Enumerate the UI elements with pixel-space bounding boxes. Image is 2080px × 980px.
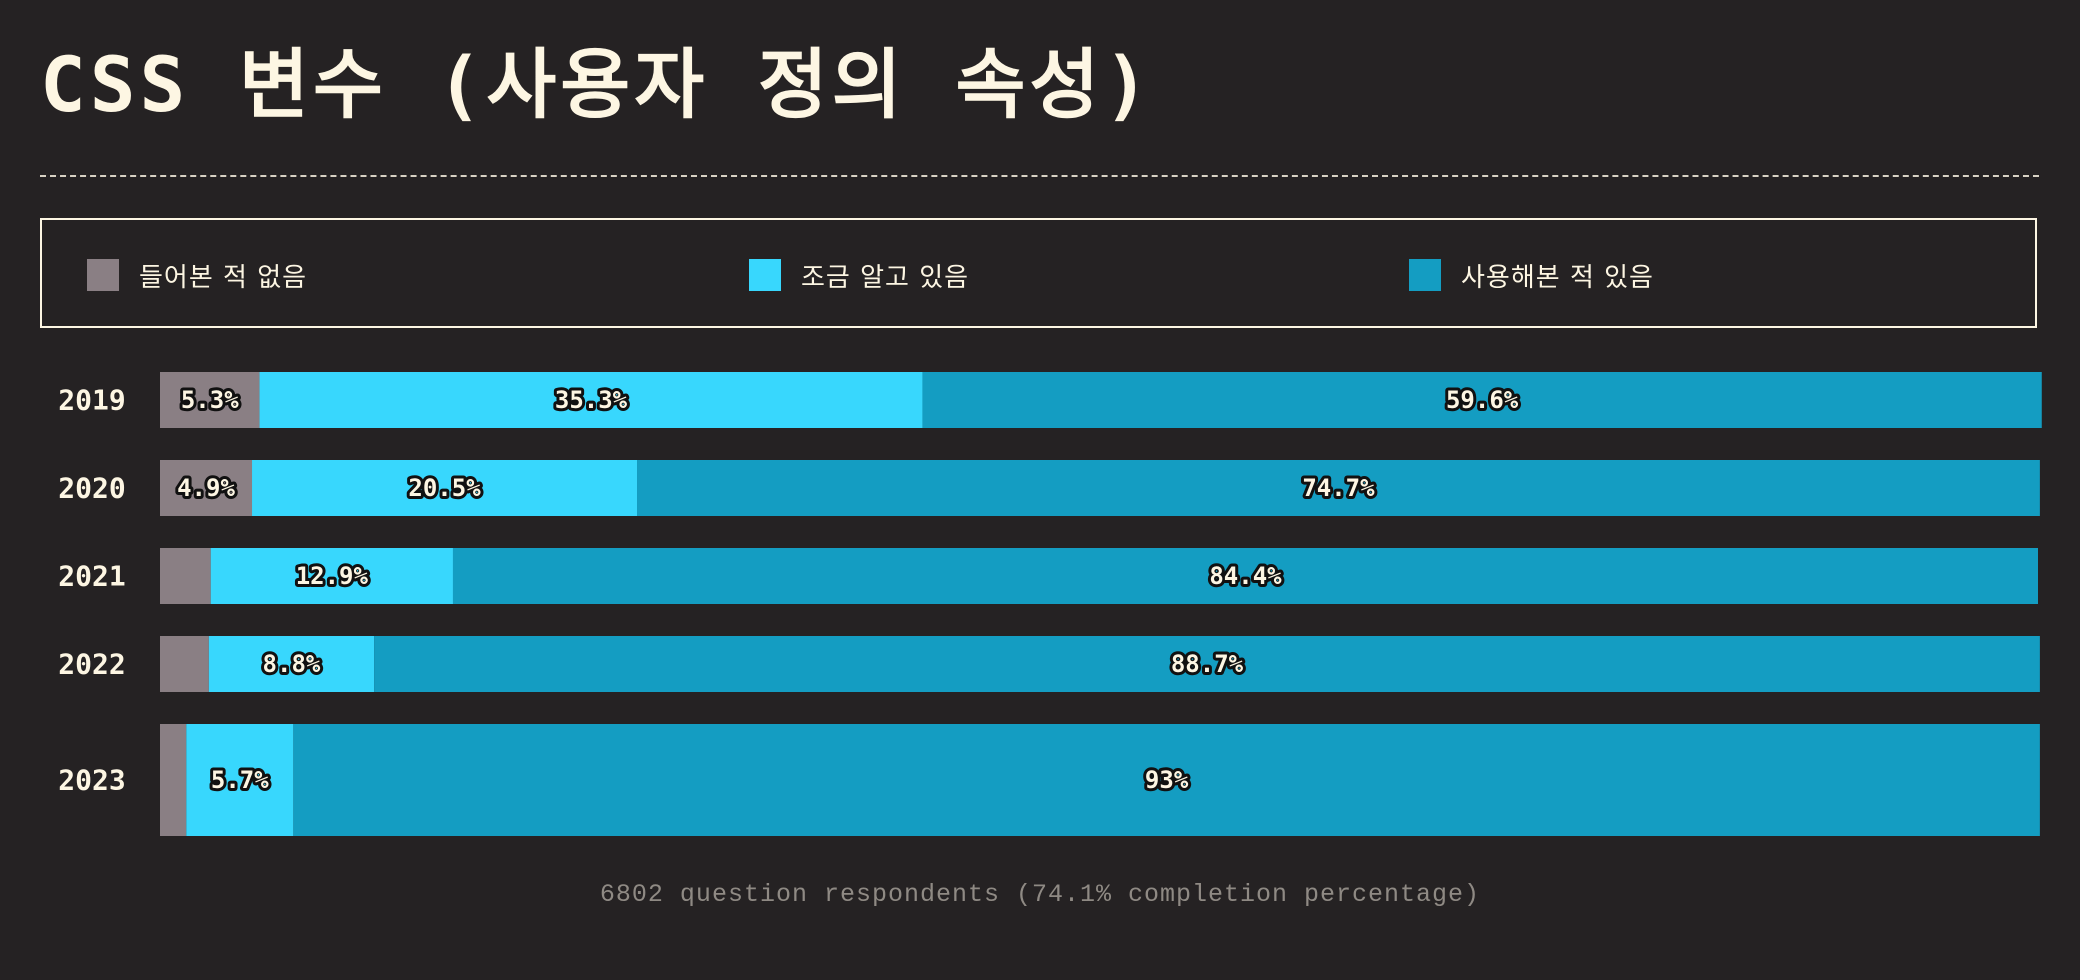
data-label-2020-never-heard: 4.9% xyxy=(177,474,235,502)
chart-plot-area: 2019 5.3% 35.3% 59.6% 2020 4.9% 20.5% 74.7% 2021… xyxy=(58,372,2042,836)
year-label-2019: 2019 xyxy=(58,384,125,417)
chart-legend: 들어본 적 없음 조금 알고 있음 사용해본 적 있음 xyxy=(40,218,2037,328)
legend-item-know-about[interactable]: 조금 알고 있음 xyxy=(749,259,970,293)
data-label-2022-used: 88.7% xyxy=(1171,650,1244,678)
bar-2019-know-about[interactable] xyxy=(259,372,923,428)
year-label-2020: 2020 xyxy=(58,472,125,505)
legend-swatch-used xyxy=(1409,259,1441,291)
data-label-2021-used: 84.4% xyxy=(1209,562,1282,590)
bar-2022-never-heard[interactable] xyxy=(160,636,209,692)
bar-2022-know-about[interactable] xyxy=(208,636,375,692)
title-divider xyxy=(40,175,2039,177)
bar-2020-used[interactable] xyxy=(637,460,2040,516)
data-label-2023-know-about: 5.7% xyxy=(211,766,269,794)
bar-2021-know-about[interactable] xyxy=(210,548,453,604)
data-label-2019-never-heard: 5.3% xyxy=(181,386,239,414)
bar-2023-know-about[interactable] xyxy=(186,724,294,836)
data-label-2019-know-about: 35.3% xyxy=(555,386,628,414)
bar-2021-used[interactable] xyxy=(452,548,2039,604)
bar-2022-used[interactable] xyxy=(374,636,2040,692)
bar-2020-never-heard[interactable] xyxy=(160,460,253,516)
bar-2023-never-heard[interactable] xyxy=(160,724,187,836)
legend-label-know-about: 조금 알고 있음 xyxy=(801,262,970,293)
legend-label-never-heard: 들어본 적 없음 xyxy=(139,262,308,293)
legend-label-used: 사용해본 적 있음 xyxy=(1461,262,1654,293)
year-label-2021: 2021 xyxy=(58,560,125,593)
data-label-2023-used: 93% xyxy=(1145,766,1189,794)
legend-swatch-know-about xyxy=(749,259,781,291)
year-label-2022: 2022 xyxy=(58,648,125,681)
bar-2020-know-about[interactable] xyxy=(252,460,638,516)
data-label-2020-know-about: 20.5% xyxy=(408,474,481,502)
data-label-2021-know-about: 12.9% xyxy=(296,562,369,590)
bar-2021-never-heard[interactable] xyxy=(160,548,211,604)
bar-2019-never-heard[interactable] xyxy=(160,372,260,428)
legend-item-used[interactable]: 사용해본 적 있음 xyxy=(1409,259,1654,293)
bar-2023-used[interactable] xyxy=(293,724,2040,836)
data-label-2020-used: 74.7% xyxy=(1302,474,1375,502)
data-label-2022-know-about: 8.8% xyxy=(263,650,321,678)
chart-title: CSS 변수 (사용자 정의 속성) xyxy=(40,40,1154,129)
respondents-footnote: 6802 question respondents (74.1% complet… xyxy=(599,880,1481,909)
legend-swatch-never-heard xyxy=(87,259,119,291)
legend-item-never-heard[interactable]: 들어본 적 없음 xyxy=(87,259,308,293)
year-label-2023: 2023 xyxy=(58,764,125,797)
data-label-2019-used: 59.6% xyxy=(1446,386,1519,414)
bar-2019-used[interactable] xyxy=(922,372,2042,428)
